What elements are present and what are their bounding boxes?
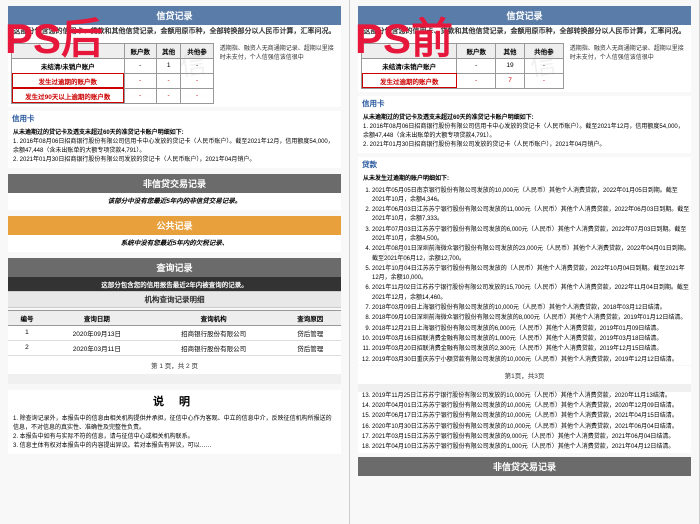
loan-6: 2021年11月02日江苏苏宁银行股份有限公司发放的15,700元（人民币）其他… (372, 284, 691, 303)
r2-label: 发生过逾期的账户数 (12, 73, 125, 88)
loan-list-2: 2019年11月25日江苏苏宁银行股份有限公司发放的10,000元（人民币）其他… (358, 392, 691, 453)
inquiry-title: 查询记录 (8, 258, 341, 277)
th-c3: 共他参 (181, 43, 213, 58)
loan-3: 2021年07月03日江苏苏宁银行股份有限公司发放的6,000元（人民币）其他个… (372, 226, 691, 245)
iq-r2c2: 招商银行股份有限公司 (148, 340, 280, 355)
rth-c3: 共他参 (525, 43, 564, 58)
iq-r1c2: 招商银行股份有限公司 (148, 325, 280, 340)
public-title: 公共记录 (8, 216, 341, 235)
doc2-l1: 1. 除查询记录外，本报告中的信息由相关机构提供并承担，征信中心作为客观、中立的… (13, 415, 336, 433)
cc-item-2: 2. 2021年01月30日招商银行股份有限公司发放的贷记卡（人民币账户），20… (13, 156, 336, 165)
loan-7: 2018年03月09日上海银行股份有限公司发放的10,000元（人民币）其他个人… (372, 304, 691, 313)
iq-h0: 编号 (8, 310, 46, 325)
loan-4: 2021年08月01日深圳前海微众银行股份有限公司发放的23,000元（人民币）… (372, 245, 691, 264)
panel-after: PS后 信 信贷记录 这部分包含您的信用卡、贷款和其他信贷记录，金额用原币种，全… (0, 0, 350, 524)
overlay-after: PS后 (5, 5, 103, 66)
loan2-6: 2021年04月10日江苏苏宁银行股份有限公司发放的1,000元（人民币）其他个… (372, 443, 691, 452)
rth-c1: 账户数 (457, 43, 496, 58)
r3-label: 发生过90天以上逾期的账户数 (12, 88, 125, 103)
summary-side-note: 透期指、融资人无商通期记录、超期以里接时未支付，个人信强信该信很中 (218, 43, 338, 104)
overlay-before: PS前 (355, 5, 453, 66)
panel-after-inner: 信贷记录 这部分包含您的信用卡、贷款和其他信贷记录，金额用原币种，全部转换部分以… (0, 6, 349, 454)
th-c1: 账户数 (124, 43, 156, 58)
summary-side-note-r: 透期指、融资人无商通期记录、超期以里接时未支付，个人信强信该信很中 (568, 43, 688, 89)
cc-head-r: 信用卡 (358, 96, 691, 111)
loan-8: 2018年09月10日深圳前海微众银行股份有限公司发放的8,000元（人民币）其… (372, 314, 691, 323)
loan-12: 2019年03月30日重庆苏宁小额贷款有限公司发放的10,000元（人民币）其他… (372, 356, 691, 365)
cc-line-r: 从未逾期过的贷记卡及透支未超过60天的准贷记卡账户明细如下: (363, 114, 686, 123)
doc2-title: 说 明 (8, 390, 341, 412)
rr1-v2: 19 (495, 58, 524, 73)
cc-item-r2: 2. 2021年01月30日招商银行股份有限公司发放的贷记卡（人民币账户），20… (363, 141, 686, 150)
loan-list: 2021年05月05日南京银行股份有限公司发放的10,000元（人民币）其他个人… (358, 187, 691, 365)
doc2-l2: 2. 本报告中如有与实际不符的信息，请与征信中心或相关机构联系。 (13, 433, 336, 442)
rr2-label: 发生过逾期的账户数 (362, 73, 457, 88)
loan2-4: 2020年10月30日江苏苏宁银行股份有限公司发放的10,000元（人民币）其他… (372, 423, 691, 432)
r2-v2: - (156, 73, 180, 88)
iq-r2c3: 贷后管理 (280, 340, 341, 355)
iq-r1c1: 2020年09月13日 (46, 325, 148, 340)
r3-v3: - (181, 88, 213, 103)
iq-h1: 查询日期 (46, 310, 148, 325)
pager-left: 第 1 页，共 2 页 (8, 356, 341, 374)
panel-before-inner: 信贷记录 这部分包含您的信用卡、贷款和其他信贷记录，金额用原币种，全部转换部分以… (350, 6, 699, 476)
iq-h3: 查询原因 (280, 310, 341, 325)
pager-right: 第1页，共3页 (358, 366, 691, 384)
cc-item-1: 1. 2016年08月06日招商银行股份有限公司信用卡中心发放的贷记卡（人民币账… (13, 138, 336, 156)
noncredit-title: 非信贷交易记录 (8, 174, 341, 193)
iq-r1c0: 1 (8, 325, 46, 340)
rr1-v1: - (457, 58, 496, 73)
rr2-v3: - (525, 73, 564, 88)
r3-v2: - (156, 88, 180, 103)
panel-before: PS前 信 信 心 信贷记录 这部分包含您的信用卡、贷款和其他信贷记录，金额用原… (350, 0, 700, 524)
rth-c2: 其他 (495, 43, 524, 58)
loan-9: 2018年12月21日上海银行股份有限公司发放的6,000元（人民币）其他个人消… (372, 325, 691, 334)
rr1-v3: - (525, 58, 564, 73)
cc-item-r1: 1. 2016年08月06日招商银行股份有限公司信用卡中心发放的贷记卡（人民币账… (363, 123, 686, 141)
r3-v1: - (124, 88, 156, 103)
public-note: 系统中没有您最近5年内的欠税记录、 (8, 235, 341, 252)
loan-2: 2021年06月03日江苏苏宁银行股份有限公司发放的11,000元（人民币）其他… (372, 206, 691, 225)
noncredit-note: 该部分中没有您最近5年内的非信贷交易记录。 (8, 193, 341, 210)
loan-1: 2021年05月05日南京银行股份有限公司发放的10,000元（人民币）其他个人… (372, 187, 691, 206)
inquiry-table: 编号 查询日期 查询机构 查询原因 1 2020年09月13日 招商银行股份有限… (8, 310, 341, 356)
iq-r2c1: 2020年03月11日 (46, 340, 148, 355)
iq-h2: 查询机构 (148, 310, 280, 325)
iq-r2c0: 2 (8, 340, 46, 355)
loan2-3: 2020年06月17日江苏苏宁银行股份有限公司发放的10,000元（人民币）其他… (372, 412, 691, 421)
inquiry-caption: 机构查询记录明细 (8, 291, 341, 308)
r2-v1: - (124, 73, 156, 88)
cc-line: 从未逾期过的贷记卡及透支未超过60天的准贷记卡账户明细如下: (13, 129, 336, 138)
inquiry-note: 这部分包含您的信用报告最近2年内被查询的记录。 (8, 277, 341, 291)
r1-v3: - (181, 58, 213, 73)
loan-10: 2019年03月16日招联消费金融有限公司发放的1,000元（人民币）其他个人消… (372, 335, 691, 344)
iq-r1c3: 贷后管理 (280, 325, 341, 340)
loan2-2: 2020年04月01日江苏苏宁银行股份有限公司发放的10,000元（人民币）其他… (372, 402, 691, 411)
r1-v2: 1 (156, 58, 180, 73)
loan-line: 从未发生过逾期的账户明细如下: (358, 172, 691, 187)
loan-11: 2019年03月20日招联消费金融有限公司发放的2,300元（人民币）其他个人消… (372, 345, 691, 354)
doc2-body: 1. 除查询记录外，本报告中的信息由相关机构提供并承担，征信中心作为客观、中立的… (8, 412, 341, 454)
rr2-v2: 7 (495, 73, 524, 88)
loan2-1: 2019年11月25日江苏苏宁银行股份有限公司发放的10,000元（人民币）其他… (372, 392, 691, 401)
rr2-v1: - (457, 73, 496, 88)
r1-v1: - (124, 58, 156, 73)
th-c2: 其他 (156, 43, 180, 58)
loan-head: 贷款 (358, 157, 691, 172)
r2-v3: - (181, 73, 213, 88)
noncredit-title-r: 非信贷交易记录 (358, 457, 691, 476)
cc-head: 信用卡 (8, 111, 341, 126)
loan2-5: 2021年03月15日江苏苏宁银行股份有限公司发放的9,000元（人民币）其他个… (372, 433, 691, 442)
doc2-l3: 3. 信息主体有权对本报告中的内容提出异议。若对本报告有异议，可以…… (13, 442, 336, 451)
loan-5: 2021年10月04日江苏苏宁银行股份有限公司发放的（人民币）其他个人消费贷款，… (372, 265, 691, 284)
